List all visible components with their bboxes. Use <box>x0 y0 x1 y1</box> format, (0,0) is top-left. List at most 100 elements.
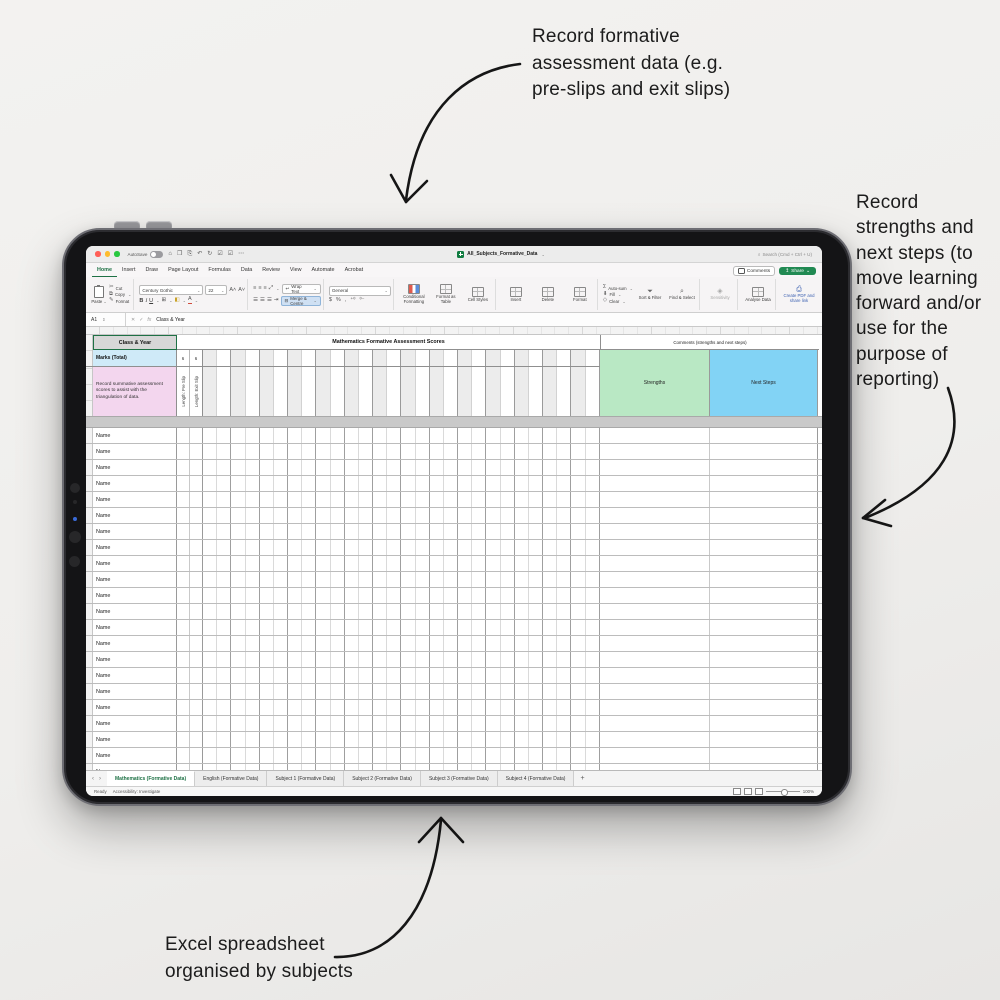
cell-score[interactable] <box>543 604 558 619</box>
cell-marks-value[interactable]: 6 <box>177 350 190 366</box>
row-number-strip[interactable] <box>86 350 93 366</box>
cell-score[interactable] <box>444 668 459 683</box>
cell-score[interactable] <box>231 460 246 475</box>
cell-score[interactable] <box>203 652 218 667</box>
cell-score[interactable] <box>302 748 317 763</box>
cell-score[interactable] <box>543 428 558 443</box>
cell-score[interactable] <box>430 700 444 715</box>
cell-score[interactable] <box>260 588 274 603</box>
cell-length[interactable] <box>177 732 190 747</box>
cell-name[interactable]: Name <box>93 684 177 699</box>
cell-length[interactable] <box>177 700 190 715</box>
cell-score[interactable] <box>331 572 345 587</box>
increase-font-icon[interactable]: A˄ <box>229 286 237 293</box>
cell-score[interactable] <box>316 716 331 731</box>
decrease-font-icon[interactable]: A˅ <box>238 286 246 293</box>
cell-score[interactable] <box>373 476 388 491</box>
cell-score[interactable] <box>458 684 473 699</box>
cell-name[interactable]: Name <box>93 444 177 459</box>
cell-score[interactable] <box>444 460 459 475</box>
cell-score[interactable] <box>231 732 246 747</box>
cell-name[interactable]: Name <box>93 508 177 523</box>
cell-next-steps[interactable]: Next Steps <box>710 350 818 416</box>
cell-strength-comment[interactable] <box>600 764 710 770</box>
cell-score[interactable] <box>430 476 444 491</box>
cell-score[interactable] <box>486 732 501 747</box>
find-select-button[interactable]: ⌕ Find & Select <box>669 288 695 301</box>
cell-score[interactable] <box>586 508 600 523</box>
cell-score[interactable] <box>472 748 487 763</box>
cell-score[interactable] <box>274 540 289 555</box>
delete-cells-button[interactable]: Delete <box>533 279 563 310</box>
cell-score[interactable] <box>586 588 600 603</box>
cell-score[interactable] <box>557 668 572 683</box>
cell-score[interactable] <box>203 444 218 459</box>
cell-score[interactable] <box>231 604 246 619</box>
cell-score[interactable] <box>501 652 515 667</box>
cell-next-step-comment[interactable] <box>710 572 818 587</box>
assessment-cell[interactable] <box>344 350 359 366</box>
cell-score[interactable] <box>316 476 331 491</box>
cell-score[interactable] <box>586 748 600 763</box>
cell-score[interactable] <box>472 732 487 747</box>
cell-score[interactable] <box>274 556 289 571</box>
cell-score[interactable] <box>401 684 416 699</box>
cell-score[interactable] <box>231 620 246 635</box>
cancel-icon[interactable]: ✕ <box>131 316 136 323</box>
cell-score[interactable] <box>359 444 374 459</box>
cell-score[interactable] <box>416 716 430 731</box>
cell-next-step-comment[interactable] <box>710 716 818 731</box>
cell-length[interactable] <box>190 764 203 770</box>
formula-input[interactable]: Class & Year <box>156 316 185 323</box>
cell-score[interactable] <box>246 476 260 491</box>
cell-length[interactable] <box>190 524 203 539</box>
cell-score[interactable] <box>274 588 289 603</box>
cell-score[interactable] <box>387 764 402 770</box>
cell-score[interactable] <box>543 588 558 603</box>
cell-score[interactable] <box>217 636 232 651</box>
cell-score[interactable] <box>387 492 402 507</box>
cell-score[interactable] <box>231 444 246 459</box>
sort-filter-button[interactable]: ⏷ Sort & Filter <box>638 288 662 301</box>
cell-score[interactable] <box>586 668 600 683</box>
cell-score[interactable] <box>203 460 218 475</box>
assessment-cell[interactable] <box>557 350 572 366</box>
cell-score[interactable] <box>302 540 317 555</box>
cell-score[interactable] <box>571 732 586 747</box>
checkbox-icon[interactable]: ☑ <box>217 251 223 257</box>
row-number-strip[interactable] <box>86 732 93 747</box>
cell-next-step-comment[interactable] <box>710 444 818 459</box>
cell-score[interactable] <box>316 764 331 770</box>
cell-score[interactable] <box>246 460 260 475</box>
cell-score[interactable] <box>288 748 303 763</box>
cell-name[interactable]: Name <box>93 748 177 763</box>
cell-score[interactable] <box>359 620 374 635</box>
cell-score[interactable] <box>260 636 274 651</box>
row-number-strip[interactable] <box>86 636 93 651</box>
cell-score[interactable] <box>529 556 544 571</box>
cell-score[interactable] <box>359 668 374 683</box>
cell-score[interactable] <box>359 732 374 747</box>
align-bottom-icon[interactable]: ≡ <box>263 284 267 291</box>
cell-score[interactable] <box>543 476 558 491</box>
cell-score[interactable] <box>529 460 544 475</box>
cell-score[interactable] <box>345 620 359 635</box>
assessment-cell[interactable] <box>472 350 487 366</box>
cell-score[interactable] <box>359 492 374 507</box>
cell-score[interactable] <box>302 684 317 699</box>
cell-score[interactable] <box>486 508 501 523</box>
cell-strength-comment[interactable] <box>600 540 710 555</box>
cell-score[interactable] <box>260 508 274 523</box>
cell-score[interactable] <box>387 636 402 651</box>
cell-score[interactable] <box>387 588 402 603</box>
cell-score[interactable] <box>557 556 572 571</box>
cell-score[interactable] <box>217 748 232 763</box>
cell-score[interactable] <box>316 652 331 667</box>
cell-score[interactable] <box>444 652 459 667</box>
ribbon-tab-insert[interactable]: Insert <box>121 267 136 273</box>
cell-score[interactable] <box>501 620 515 635</box>
cell-next-step-comment[interactable] <box>710 748 818 763</box>
cell-score[interactable] <box>486 492 501 507</box>
assessment-cell[interactable] <box>500 350 515 366</box>
cell-score[interactable] <box>557 444 572 459</box>
